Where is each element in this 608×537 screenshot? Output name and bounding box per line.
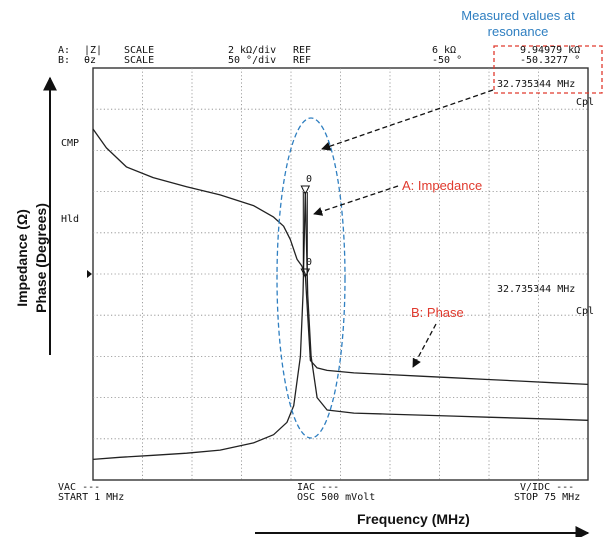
footer-vac: VAC --- xyxy=(58,482,101,493)
measured-values-note: Measured values at resonance xyxy=(461,8,575,39)
phase-label: B: Phase xyxy=(411,305,464,320)
channel-b-param: θz xyxy=(84,55,97,66)
reference-pointer xyxy=(87,270,92,278)
annotation-layer xyxy=(43,45,603,537)
phase-arrow xyxy=(412,323,437,368)
marker-mode-mid: Cpl xyxy=(576,306,595,317)
channel-b-ref-value: -50 ° xyxy=(432,55,463,66)
channel-a-param: |Z| xyxy=(84,45,103,56)
y-axis-title-line2: Phase (Degrees) xyxy=(33,203,49,313)
resonance-region-ellipse xyxy=(276,117,346,439)
footer-vidc: V/IDC --- xyxy=(520,482,575,493)
channel-a-scale-word: SCALE xyxy=(124,45,155,56)
marker-frequency-top: 32.735344 MHz xyxy=(497,79,576,90)
impedance-trace xyxy=(92,191,589,461)
channel-b-scale-word: SCALE xyxy=(124,55,155,66)
channel-a-label: A: xyxy=(58,45,71,56)
y-axis-title-line1: Impedance (Ω) xyxy=(14,209,30,307)
cmp-label: CMP xyxy=(61,138,80,149)
footer-iac: IAC --- xyxy=(297,482,340,493)
marker-triangle-a xyxy=(300,185,311,196)
hld-label: Hld xyxy=(61,214,80,225)
footer-start: START 1 MHz xyxy=(58,492,125,503)
channel-b-ref-word: REF xyxy=(293,55,312,66)
phase-trace xyxy=(92,128,589,386)
channel-a-scale-value: 2 kΩ/div xyxy=(228,45,277,56)
channel-a-marker-value: 9.94979 kΩ xyxy=(520,45,581,56)
trace-layer xyxy=(92,128,589,461)
resonance-arrow xyxy=(321,89,494,151)
channel-b-label: B: xyxy=(58,55,71,66)
channel-b-scale-value: 50 °/div xyxy=(228,55,277,66)
impedance-label: A: Impedance xyxy=(402,178,483,193)
grid-layer xyxy=(87,67,589,481)
channel-a-ref-word: REF xyxy=(293,45,312,56)
impedance-arrow xyxy=(313,185,399,216)
channel-b-marker-value: -50.3277 ° xyxy=(520,55,581,66)
channel-a-ref-value: 6 kΩ xyxy=(432,45,457,56)
marker-triangle-b xyxy=(300,268,311,279)
marker-symbol-a: 0 xyxy=(306,174,313,185)
footer-osc: OSC 500 mVolt xyxy=(297,492,376,503)
x-axis-title: Frequency (MHz) xyxy=(357,511,470,527)
marker-symbol-b: 0 xyxy=(306,257,313,268)
marker-mode-top: Cpl xyxy=(576,97,595,108)
footer-stop: STOP 75 MHz xyxy=(514,492,581,503)
marker-frequency-mid: 32.735344 MHz xyxy=(497,284,576,295)
